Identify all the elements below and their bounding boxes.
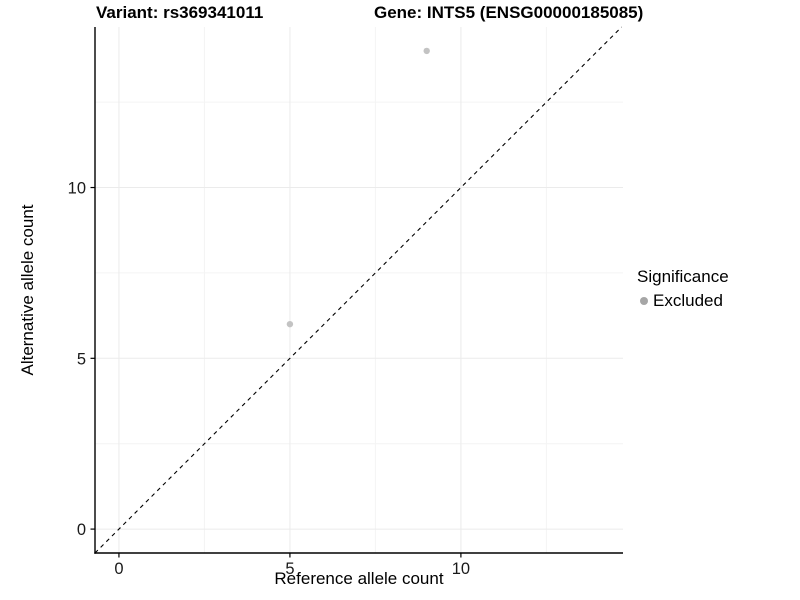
legend: Significance Excluded — [637, 267, 729, 311]
legend-item-label: Excluded — [653, 291, 723, 310]
excluded-marker-icon — [640, 297, 648, 305]
legend-title: Significance — [637, 267, 729, 286]
y-tick-label: 0 — [77, 521, 86, 539]
gene-title: Gene: INTS5 (ENSG00000185085) — [374, 3, 644, 22]
legend-item-excluded: Excluded — [637, 291, 729, 311]
x-tick-label: 0 — [114, 560, 123, 578]
identity-dashed-line — [94, 26, 623, 554]
variant-title: Variant: rs369341011 — [96, 3, 264, 22]
y-tick-label: 10 — [68, 180, 86, 198]
x-tick-label: 10 — [452, 560, 470, 578]
data-point — [286, 320, 294, 328]
x-tick-label: 5 — [285, 560, 294, 578]
data-point — [423, 47, 430, 55]
x-axis-label: Reference allele count — [274, 569, 444, 588]
y-axis-label: Alternative allele count — [18, 204, 37, 376]
y-tick-label: 5 — [77, 350, 86, 368]
